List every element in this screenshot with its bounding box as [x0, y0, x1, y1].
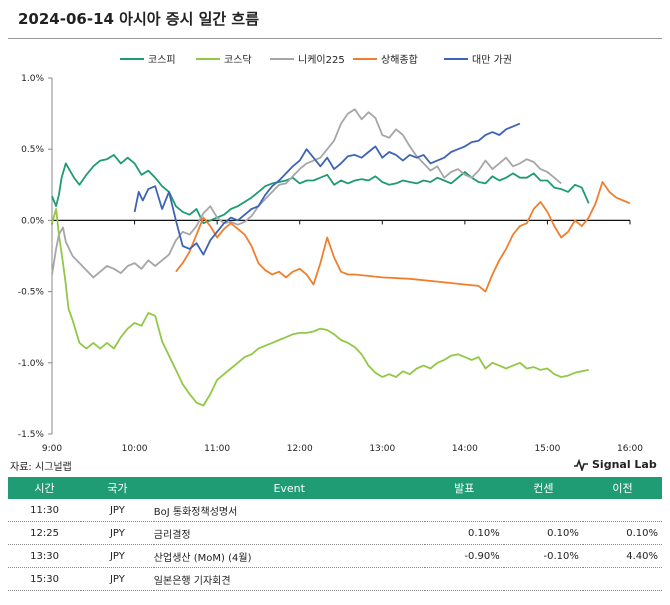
y-tick-label: -1.5% — [18, 430, 45, 440]
header-consensus: 컨센 — [503, 477, 583, 499]
cell-actual: -0.90% — [424, 544, 504, 568]
series-line-코스피 — [51, 154, 590, 225]
y-tick-label: -0.5% — [18, 288, 45, 298]
signal-wave-icon — [574, 458, 588, 471]
cell-country: JPY — [81, 544, 154, 568]
series-line-코스닥 — [51, 208, 589, 407]
legend-label-대만-가권: 대만 가권 — [472, 54, 512, 66]
series-lines — [51, 108, 631, 407]
intraday-line-chart: 코스피 코스닥 니케이225 상해종합 대만 가권 1.0% 0.5% 0.0% -0.5% -… — [18, 53, 643, 454]
cell-time: 13:30 — [8, 544, 82, 568]
table-row: 15:30 JPY 일본은행 기자회견 — [8, 567, 662, 591]
chart-legend: 코스피 코스닥 니케이225 상해종합 대만 가권 — [120, 53, 512, 66]
cell-previous — [582, 499, 662, 522]
y-tick-label: -1.0% — [18, 359, 45, 369]
cell-time: 12:25 — [8, 521, 82, 545]
x-tick-label: 16:00 — [617, 444, 643, 454]
cell-time: 15:30 — [8, 567, 82, 591]
x-tick-label: 14:00 — [452, 444, 478, 454]
cell-consensus: 0.10% — [503, 521, 583, 545]
brand-logo: Signal Lab — [574, 458, 657, 471]
table-header-row: 시간 국가 Event 발표 컨센 이전 — [8, 477, 662, 499]
economic-events-table: 시간 국가 Event 발표 컨센 이전 11:30 JPY BoJ 통화정책성… — [8, 477, 662, 591]
cell-event: BoJ 통화정책성명서 — [153, 499, 425, 522]
cell-consensus — [503, 567, 583, 591]
legend-label-니케이225: 니케이225 — [298, 54, 345, 66]
cell-consensus: -0.10% — [503, 544, 583, 568]
cell-previous — [582, 567, 662, 591]
cell-country: JPY — [81, 499, 154, 522]
x-tick-label: 12:00 — [287, 444, 313, 454]
table-row: 11:30 JPY BoJ 통화정책성명서 — [8, 499, 662, 522]
legend-label-상해종합: 상해종합 — [381, 53, 418, 66]
brand-name: Signal Lab — [592, 458, 657, 471]
y-tick-label: 0.0% — [21, 216, 44, 226]
cell-previous: 0.10% — [582, 521, 662, 545]
legend-label-코스피: 코스피 — [148, 54, 176, 66]
x-axis: 9:00 10:00 11:00 12:00 13:00 14:00 15:00 16:00 — [42, 219, 643, 454]
cell-event: 산업생산 (MoM) (4월) — [153, 544, 425, 568]
cell-consensus — [503, 499, 583, 522]
cell-actual: 0.10% — [424, 521, 504, 545]
cell-country: JPY — [81, 521, 154, 545]
series-line-니케이225 — [51, 108, 562, 279]
header-time: 시간 — [8, 477, 82, 499]
x-tick-label: 11:00 — [204, 444, 230, 454]
cell-time: 11:30 — [8, 499, 82, 522]
x-tick-label: 10:00 — [122, 444, 148, 454]
y-axis: 1.0% 0.5% 0.0% -0.5% -1.0% -1.5% — [18, 74, 53, 440]
x-tick-label: 9:00 — [42, 444, 62, 454]
header-actual: 발표 — [424, 477, 504, 499]
x-tick-label: 13:00 — [369, 444, 395, 454]
table-row: 13:30 JPY 산업생산 (MoM) (4월) -0.90% -0.10% … — [8, 544, 662, 568]
y-tick-label: 1.0% — [21, 74, 44, 84]
y-tick-label: 0.5% — [21, 145, 44, 155]
series-line-상해종합 — [175, 181, 631, 293]
x-tick-label: 15:00 — [534, 444, 560, 454]
cell-previous: 4.40% — [582, 544, 662, 568]
cell-actual — [424, 499, 504, 522]
source-note: 자료: 시그널랩 — [10, 462, 72, 473]
header-previous: 이전 — [582, 477, 662, 499]
table-row: 12:25 JPY 금리결정 0.10% 0.10% 0.10% — [8, 521, 662, 545]
cell-event: 일본은행 기자회견 — [153, 567, 425, 591]
legend-label-코스닥: 코스닥 — [224, 54, 252, 66]
series-line-대만-가권 — [133, 122, 521, 256]
cell-event: 금리결정 — [153, 521, 425, 545]
header-country: 국가 — [81, 477, 154, 499]
title-divider — [8, 38, 662, 39]
cell-actual — [424, 567, 504, 591]
page-title: 2024-06-14 아시아 증시 일간 흐름 — [18, 10, 260, 28]
cell-country: JPY — [81, 567, 154, 591]
header-event: Event — [153, 477, 425, 499]
